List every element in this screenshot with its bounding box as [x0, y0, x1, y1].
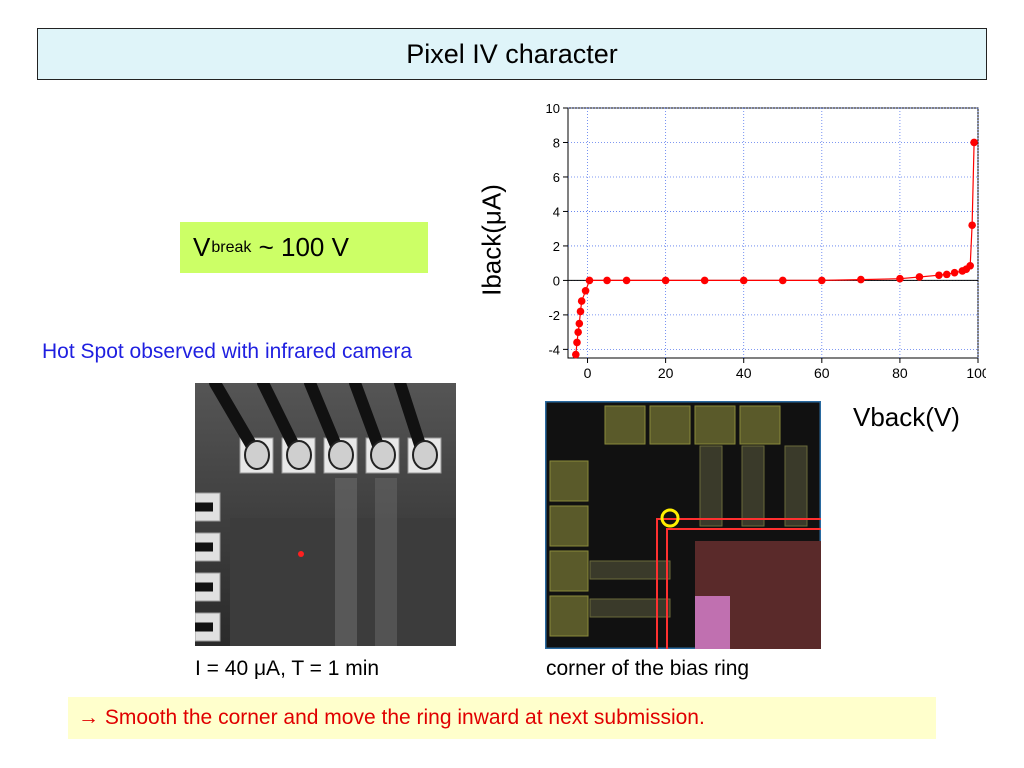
data-point [935, 271, 943, 280]
y-tick-label: -2 [548, 308, 560, 323]
data-point [915, 273, 924, 281]
data-point [950, 268, 959, 277]
y-tick-label: 8 [553, 135, 560, 150]
infrared-photo [195, 383, 456, 646]
conclusion-text: → Smooth the corner and move the ring in… [78, 706, 705, 729]
data-point [603, 276, 611, 285]
caption-bias-ring: corner of the bias ring [546, 657, 750, 680]
caption-infrared: I = 40 μA, T = 1 min [195, 657, 380, 680]
vbreak-prefix: V [193, 232, 211, 262]
data-point [778, 276, 787, 285]
y-tick-label: -4 [548, 342, 560, 357]
data-point [574, 328, 582, 336]
data-point [576, 307, 585, 316]
vbreak-subscript: break [211, 238, 252, 256]
data-point [896, 274, 904, 283]
data-point [572, 350, 580, 359]
data-point [581, 286, 590, 295]
vbreak-suffix: ~ 100 V [251, 232, 349, 262]
x-tick-label: 80 [892, 365, 908, 381]
y-tick-label: 2 [553, 239, 560, 254]
x-tick-label: 100 [966, 365, 986, 381]
y-tick-label: 0 [553, 273, 560, 288]
x-tick-label: 40 [736, 365, 752, 381]
data-point [818, 276, 826, 285]
x-tick-label: 0 [584, 365, 592, 381]
title-box: Pixel IV character [37, 28, 987, 80]
data-point [622, 276, 631, 285]
y-tick-label: 6 [553, 170, 560, 185]
data-point [577, 297, 586, 305]
data-point [739, 276, 748, 285]
data-point [573, 338, 581, 347]
data-point [585, 276, 594, 285]
data-point [942, 270, 951, 279]
slide-title: Pixel IV character [406, 38, 618, 69]
x-axis-label: Vback(V) [853, 402, 960, 432]
hotspot-label: Hot Spot observed with infrared camera [42, 340, 413, 363]
bias-ring-layout [545, 401, 821, 649]
y-axis-label: Iback(μA) [472, 165, 512, 315]
ring-corner-marker [660, 508, 680, 528]
data-point [661, 276, 670, 285]
hotspot-marker [298, 551, 304, 557]
y-axis-label-text: Iback(μA) [476, 184, 507, 296]
y-tick-label: 10 [546, 101, 560, 116]
data-point [857, 275, 865, 284]
x-tick-label: 60 [814, 365, 830, 381]
data-point [968, 221, 976, 230]
conclusion-box: → Smooth the corner and move the ring in… [68, 697, 936, 739]
data-point [575, 319, 584, 328]
data-point [970, 138, 978, 147]
x-tick-label: 20 [658, 365, 674, 381]
data-point [700, 276, 709, 285]
y-tick-label: 4 [553, 204, 560, 219]
data-point [966, 261, 974, 270]
iv-chart: 0 20 40 60 80 100 -4 -2 0 2 4 6 8 10 [546, 101, 986, 381]
plot-area [567, 107, 979, 359]
